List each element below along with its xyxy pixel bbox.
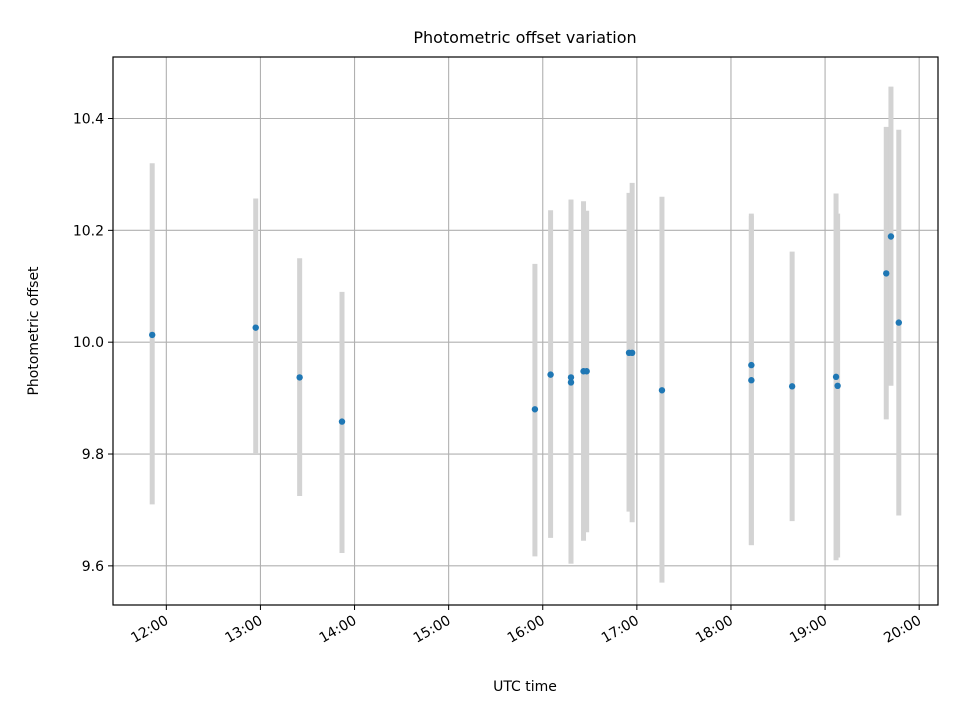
data-point (252, 324, 259, 331)
data-point (883, 270, 890, 277)
data-point (788, 383, 796, 390)
data-point (748, 377, 755, 384)
data-points (149, 233, 902, 425)
grid (113, 57, 938, 605)
y-tick-label: 10.4 (73, 112, 104, 128)
data-point (567, 374, 575, 381)
data-point (338, 418, 346, 425)
data-point (834, 382, 841, 389)
data-point (748, 361, 755, 369)
data-point (895, 319, 902, 326)
data-point (628, 349, 636, 357)
data-point (296, 374, 303, 381)
data-point (832, 373, 840, 381)
y-tick-label: 9.8 (82, 447, 104, 463)
data-point (149, 331, 156, 339)
y-tick-label: 10.2 (73, 223, 104, 239)
data-point (583, 368, 590, 375)
data-point (567, 379, 575, 386)
y-tick-label: 9.6 (82, 559, 104, 575)
data-point (531, 406, 539, 413)
y-axis-ticks: 9.6 9.8 10.0 10.2 10.4 (73, 112, 113, 575)
y-axis-label: Photometric offset (26, 266, 42, 396)
data-point (658, 387, 666, 394)
data-point (547, 371, 554, 378)
y-tick-label: 10.0 (73, 335, 104, 351)
plot-frame (112, 56, 939, 606)
chart-title: Photometric offset variation (413, 28, 636, 47)
data-point (887, 233, 895, 240)
x-axis-label: UTC time (493, 679, 557, 695)
